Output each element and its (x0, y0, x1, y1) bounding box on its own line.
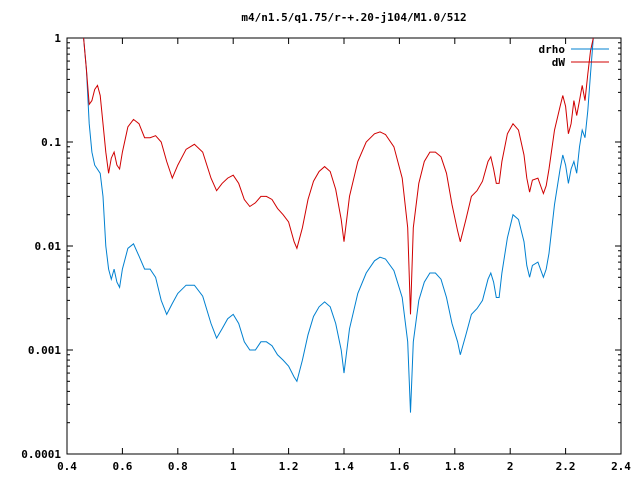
x-tick-label: 0.6 (112, 460, 132, 473)
x-tick-label: 0.4 (57, 460, 77, 473)
x-tick-label: 1.2 (279, 460, 299, 473)
y-tick-label: 0.001 (28, 344, 61, 357)
legend-label-dW: dW (552, 56, 566, 69)
legend-label-drho: drho (539, 43, 566, 56)
plot-frame (66, 37, 622, 455)
x-tick-label: 2.2 (556, 460, 576, 473)
x-axis-ticks: 0.4 0.6 0.8 1 1.2 1.4 1.6 1.8 2 2.2 2.4 (57, 38, 631, 473)
x-tick-label: 1.8 (445, 460, 465, 473)
y-tick-label: 0.1 (41, 136, 61, 149)
series-line-drho (83, 38, 594, 413)
x-tick-label: 1 (230, 460, 237, 473)
axes-frame (66, 37, 622, 455)
y-tick-label: 0.0001 (21, 448, 61, 461)
x-tick-label: 0.8 (168, 460, 188, 473)
x-tick-label: 1.6 (389, 460, 409, 473)
y-axis-ticks: 0.0001 0.001 0.01 0.1 1 (21, 32, 621, 461)
x-tick-label: 1.4 (334, 460, 354, 473)
x-tick-label: 2 (507, 460, 514, 473)
y-tick-label: 0.01 (35, 240, 62, 253)
series-line-dW (83, 38, 594, 315)
plot-area (83, 38, 594, 413)
y-tick-label: 1 (54, 32, 61, 45)
x-tick-label: 2.4 (611, 460, 631, 473)
chart-title: m4/n1.5/q1.75/r-+.20-j104/M1.0/512 (241, 11, 466, 24)
